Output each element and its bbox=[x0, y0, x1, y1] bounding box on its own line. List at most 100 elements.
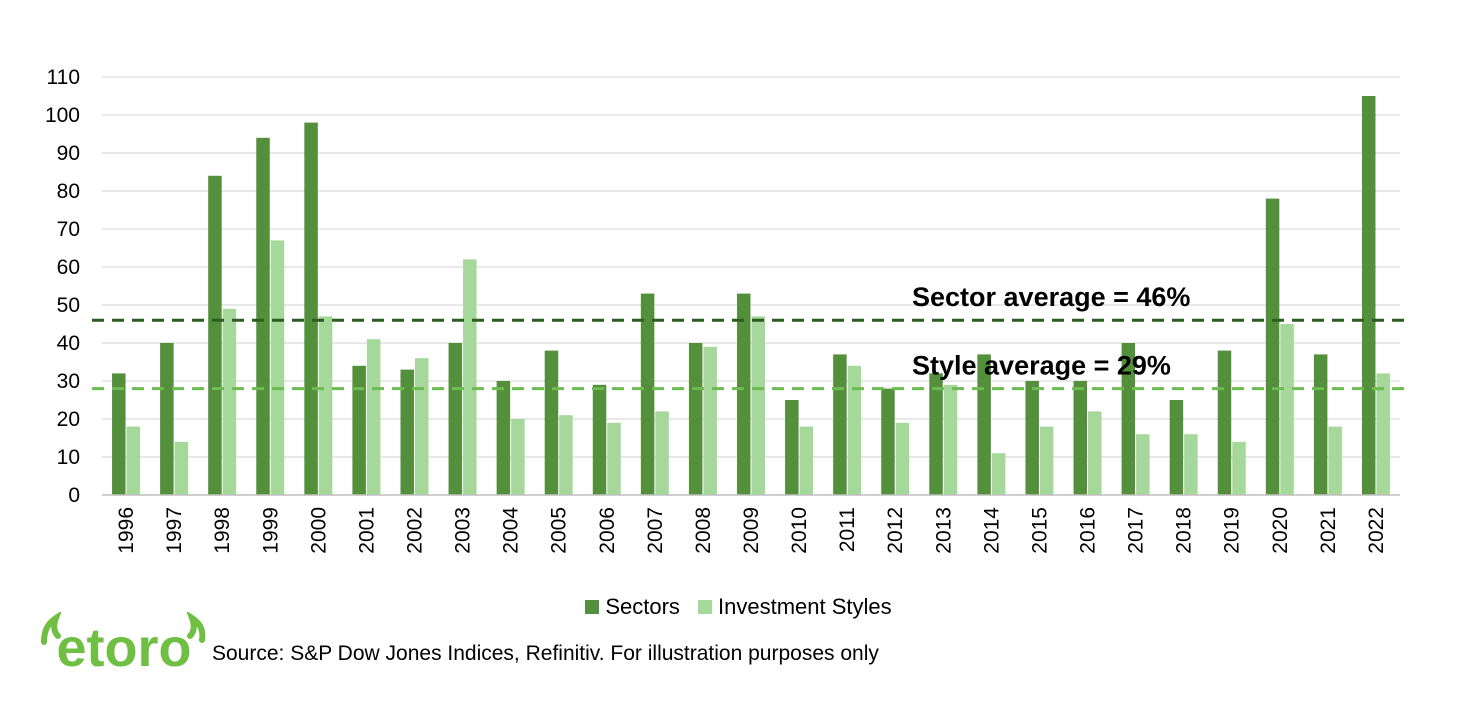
bar-sectors bbox=[1073, 381, 1088, 495]
logo-right-horn bbox=[186, 612, 206, 643]
legend-label-sectors: Sectors bbox=[605, 594, 680, 619]
bar-investment-styles bbox=[1039, 426, 1054, 495]
bar-sectors bbox=[400, 369, 414, 495]
bar-sectors bbox=[1313, 354, 1328, 495]
y-tick-label: 80 bbox=[57, 180, 80, 203]
x-tick-label: 1998 bbox=[211, 507, 234, 554]
y-tick-label: 90 bbox=[57, 142, 80, 165]
logo-left-horn bbox=[41, 612, 62, 645]
bar-investment-styles bbox=[222, 308, 237, 495]
x-tick-label: 2000 bbox=[307, 507, 330, 554]
bar-sectors bbox=[160, 343, 174, 495]
bar-investment-styles bbox=[1088, 411, 1102, 495]
bar-investment-styles bbox=[559, 415, 573, 495]
bar-investment-styles bbox=[318, 316, 333, 495]
x-tick-label: 2004 bbox=[500, 507, 523, 554]
legend-swatch-investment-styles bbox=[698, 600, 713, 614]
legend-item-investment-styles: Investment Styles bbox=[698, 594, 892, 620]
bar-investment-styles bbox=[943, 384, 958, 495]
x-tick-label: 2018 bbox=[1173, 507, 1196, 554]
logo-wordmark: etoro bbox=[57, 618, 192, 672]
bar-sectors bbox=[1361, 96, 1376, 495]
x-axis-tick-labels: 1996 1997 1998 1999 2000 2001 2002 2003 2004 2005… bbox=[115, 507, 1388, 554]
bar-investment-styles bbox=[174, 441, 189, 495]
bar-investment-styles bbox=[511, 419, 525, 495]
x-tick-label: 1999 bbox=[259, 507, 282, 554]
bar-investment-styles bbox=[414, 358, 429, 495]
y-tick-label: 100 bbox=[45, 104, 80, 127]
bar-investment-styles bbox=[751, 316, 765, 495]
legend-item-sectors: Sectors bbox=[585, 594, 680, 620]
bar-sectors bbox=[496, 381, 511, 495]
reference-lines: Sector average = 46% Style average = 29% bbox=[92, 282, 1408, 391]
bar-sectors bbox=[1265, 198, 1280, 495]
legend-swatch-sectors bbox=[585, 600, 600, 614]
y-tick-label: 70 bbox=[57, 218, 80, 241]
bar-sectors bbox=[929, 373, 943, 495]
x-tick-label: 2012 bbox=[884, 507, 907, 554]
x-tick-label: 1997 bbox=[163, 507, 186, 554]
y-tick-label: 0 bbox=[68, 484, 80, 507]
x-tick-label: 2005 bbox=[548, 507, 571, 554]
x-tick-label: 2022 bbox=[1365, 507, 1388, 554]
bar-sectors bbox=[352, 365, 366, 495]
gridlines bbox=[102, 76, 1400, 458]
bar-investment-styles bbox=[1136, 434, 1150, 495]
x-tick-label: 2013 bbox=[932, 507, 955, 554]
bar-investment-styles bbox=[126, 426, 141, 495]
bar-sectors bbox=[448, 343, 463, 495]
source-text: Source: S&P Dow Jones Indices, Refinitiv… bbox=[212, 642, 879, 665]
y-tick-label: 30 bbox=[57, 370, 80, 393]
bar-sectors bbox=[688, 343, 703, 495]
bar-sectors bbox=[304, 122, 318, 495]
x-tick-label: 2002 bbox=[403, 507, 426, 554]
bar-investment-styles bbox=[270, 240, 285, 495]
x-tick-label: 2003 bbox=[452, 507, 475, 554]
bar-sectors bbox=[640, 293, 655, 495]
x-tick-label: 2010 bbox=[788, 507, 811, 554]
bar-investment-styles bbox=[1376, 373, 1390, 495]
y-tick-label: 10 bbox=[57, 446, 80, 469]
bar-investment-styles bbox=[799, 426, 814, 495]
bar-sectors bbox=[256, 137, 270, 496]
bars bbox=[112, 96, 1390, 496]
x-tick-label: 2016 bbox=[1077, 507, 1100, 554]
x-tick-label: 1996 bbox=[115, 507, 138, 554]
x-tick-label: 2008 bbox=[692, 507, 715, 554]
bar-investment-styles bbox=[463, 259, 477, 495]
bar-investment-styles bbox=[847, 365, 862, 495]
x-tick-label: 2017 bbox=[1125, 507, 1148, 554]
bar-sectors bbox=[737, 293, 751, 495]
bar-sectors bbox=[1169, 400, 1184, 495]
y-tick-label: 20 bbox=[57, 408, 80, 431]
x-tick-label: 2014 bbox=[980, 507, 1003, 554]
sector-average-label: Sector average = 46% bbox=[912, 282, 1190, 312]
bar-sectors bbox=[881, 388, 895, 495]
y-tick-label: 40 bbox=[57, 332, 80, 355]
bar-sectors bbox=[1121, 343, 1136, 495]
x-tick-label: 2015 bbox=[1028, 507, 1051, 554]
x-tick-label: 2009 bbox=[740, 507, 763, 554]
y-tick-label: 50 bbox=[57, 294, 80, 317]
legend-label-investment-styles: Investment Styles bbox=[718, 594, 892, 619]
x-tick-label: 2011 bbox=[836, 507, 859, 552]
bar-investment-styles bbox=[895, 422, 910, 495]
bar-sectors bbox=[1025, 381, 1039, 495]
y-axis-tick-labels: 0 10 20 30 40 50 60 70 80 90 100 110 bbox=[45, 66, 80, 507]
bar-sectors bbox=[112, 373, 126, 495]
bar-sectors bbox=[833, 354, 847, 495]
bar-investment-styles bbox=[607, 422, 621, 495]
bar-sectors bbox=[544, 350, 559, 495]
bar-investment-styles bbox=[991, 453, 1006, 495]
bar-investment-styles bbox=[1328, 426, 1342, 495]
x-tick-label: 2021 bbox=[1317, 507, 1340, 554]
y-tick-label: 60 bbox=[57, 256, 80, 279]
x-tick-label: 2001 bbox=[355, 507, 378, 554]
x-tick-label: 2007 bbox=[644, 507, 667, 554]
x-tick-label: 2019 bbox=[1221, 507, 1244, 554]
x-tick-label: 2006 bbox=[596, 507, 619, 554]
bar-investment-styles bbox=[1184, 434, 1198, 495]
bar-sectors bbox=[592, 384, 607, 495]
bar-investment-styles bbox=[655, 411, 669, 495]
